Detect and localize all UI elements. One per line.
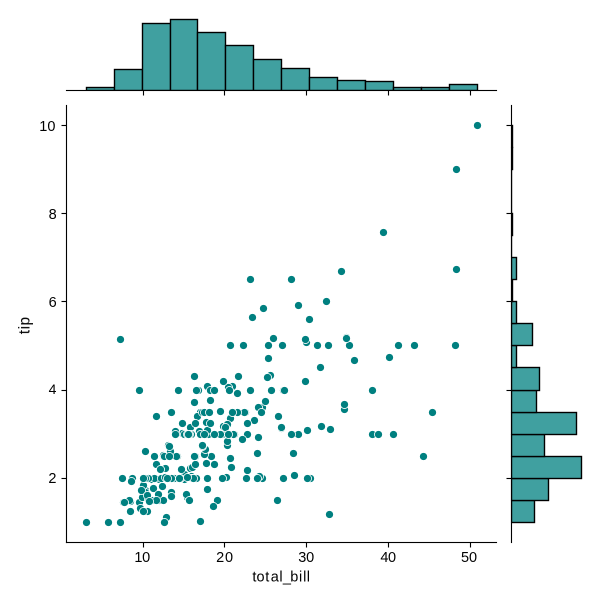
svg-text:20: 20 bbox=[216, 550, 233, 566]
svg-text:6: 6 bbox=[49, 295, 57, 311]
svg-text:40: 40 bbox=[380, 550, 396, 566]
svg-text:10: 10 bbox=[39, 119, 55, 135]
svg-text:4: 4 bbox=[49, 381, 57, 397]
svg-text:total_bill: total_bill bbox=[252, 570, 310, 586]
svg-text:30: 30 bbox=[298, 550, 314, 566]
svg-text:10: 10 bbox=[134, 550, 150, 566]
svg-text:8: 8 bbox=[49, 207, 57, 223]
svg-text:tip: tip bbox=[17, 317, 34, 334]
svg-text:50: 50 bbox=[461, 550, 477, 566]
svg-text:2: 2 bbox=[48, 471, 56, 487]
